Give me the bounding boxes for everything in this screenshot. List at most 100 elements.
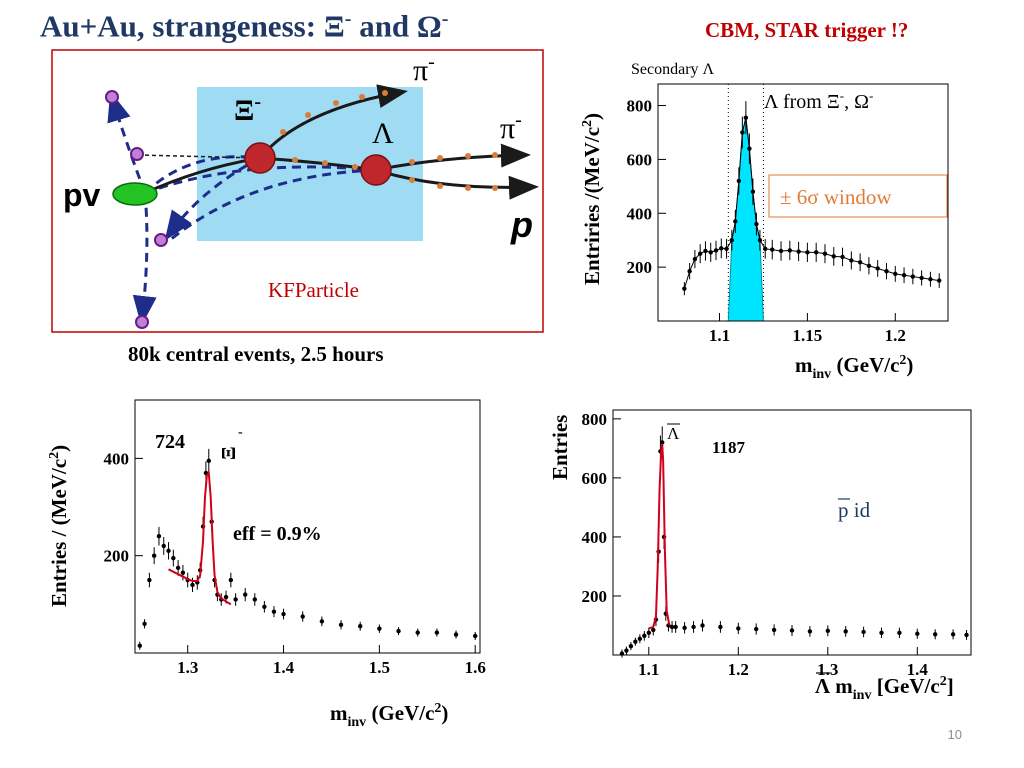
y-tick-label: 200 [104,547,130,566]
plot-frame [612,409,972,656]
x-tick-label: 1.4 [273,658,295,677]
data-point [624,648,629,653]
data-point [897,630,902,636]
data-points [137,448,478,650]
data-point [628,643,634,649]
data-point [843,629,848,634]
x-tick-label: 1.1 [638,660,659,679]
slide-title: Au+Au, strangeness: Ξ- and Ω- [40,8,448,44]
x-tick-label: 1.3 [177,658,198,677]
y-tick-label: 200 [582,587,608,606]
fit-curve [648,443,671,630]
y-tick-label: 400 [582,528,608,547]
diagram-caption: 80k central events, 2.5 hours [128,342,384,366]
data-point [281,611,286,617]
page-number: 10 [947,727,962,742]
x-tick-label: 1.6 [465,658,486,677]
data-point [415,630,420,635]
axis-ticks: 1.1 1.15 1.2 200 400 600 800 [627,97,906,345]
y-tick-label: 800 [627,97,653,116]
data-point [228,577,234,583]
x-tick-label: 1.2 [885,326,906,345]
data-point [673,624,678,630]
y-tick-label: 400 [104,449,130,468]
primary-track [132,192,157,326]
data-point [754,626,759,632]
data-point [137,643,142,648]
x-axis-label: minv (GeV/c2) [330,701,448,730]
data-point [453,632,459,637]
data-point [682,625,687,631]
sigma-window-legend-box [768,174,948,218]
particle-label: Λ [667,424,680,443]
data-point [147,577,152,583]
data-point [271,609,277,614]
x-axis-label: minv (GeV/c2) [795,353,913,382]
plot-frame [134,399,481,654]
data-point [691,624,696,630]
xi-decay-vertex [244,142,276,174]
y-tick-label: 600 [627,150,653,169]
x-tick-label: 1.4 [907,660,929,679]
data-point [262,604,267,609]
kfparticle-label: KFParticle [268,278,359,302]
data-point [633,639,638,644]
data-points [619,426,969,658]
data-point [807,629,813,634]
particle-superscript: - [238,425,243,440]
proton-track [375,168,539,200]
data-point [434,630,440,635]
data-point [660,440,665,445]
data-point [964,632,969,638]
data-point [825,628,830,633]
pbar-id-label: p id [838,498,871,522]
pi-minus-right-label: π- [500,109,522,145]
data-point [396,628,401,634]
data-point [950,632,956,637]
primary-track [164,156,261,241]
track-endpoints [105,90,168,329]
data-point [151,553,157,558]
data-point [175,565,181,571]
y-axis-label: Entriries /(MeV/c2) [580,113,604,285]
proton-label: p [510,204,533,245]
lambda-source-annotation: Λ from Ξ-, Ω- [764,88,873,113]
data-point [161,543,166,549]
xi-minus-chart: 1.3 1.4 1.5 1.6 200 400 724 Ξ - eff = 0.9% mi… [47,399,486,730]
axis-ticks: 1.1 1.2 1.3 1.4 200 400 600 800 [582,410,929,679]
data-point [300,614,305,619]
data-point [861,629,866,635]
data-point [358,624,363,629]
data-point [180,570,186,575]
pi-minus-top-label: π- [413,51,435,87]
lambda-label: Λ [372,117,394,150]
particle-label: Ξ [218,446,240,460]
y-axis-label: Entries [548,415,572,480]
title-main: Au+Au, strangeness: Ξ [40,8,345,44]
data-point [171,555,176,561]
fit-curve [168,470,232,606]
title-omega-superscript: - [441,8,449,30]
data-point [223,594,229,600]
y-tick-label: 800 [582,410,608,429]
y-axis-label: Entries / (MeV/c2) [47,445,71,607]
x-tick-label: 1.2 [728,660,749,679]
lambda-decay-vertex [360,154,392,186]
x-tick-label: 1.15 [793,326,823,345]
count-label: 1187 [712,438,746,457]
data-point [651,627,656,633]
data-point [377,626,382,631]
y-tick-label: 400 [627,204,653,223]
chart-title: Secondary Λ [631,61,715,78]
data-point [879,630,884,636]
decay-diagram: π- π- Ξ- Λ pv p KFParticle [51,49,544,333]
x-axis-label: Λ minv [GeV/c2] [815,674,954,703]
sigma-window-legend: ± 6σ window [780,185,892,209]
x-tick-label: 1.3 [817,660,838,679]
primary-track [169,168,377,242]
data-point [190,582,195,588]
data-point [669,624,675,630]
trigger-note: CBM, STAR trigger !? [705,18,909,42]
data-point [252,597,257,602]
data-point [789,628,795,633]
